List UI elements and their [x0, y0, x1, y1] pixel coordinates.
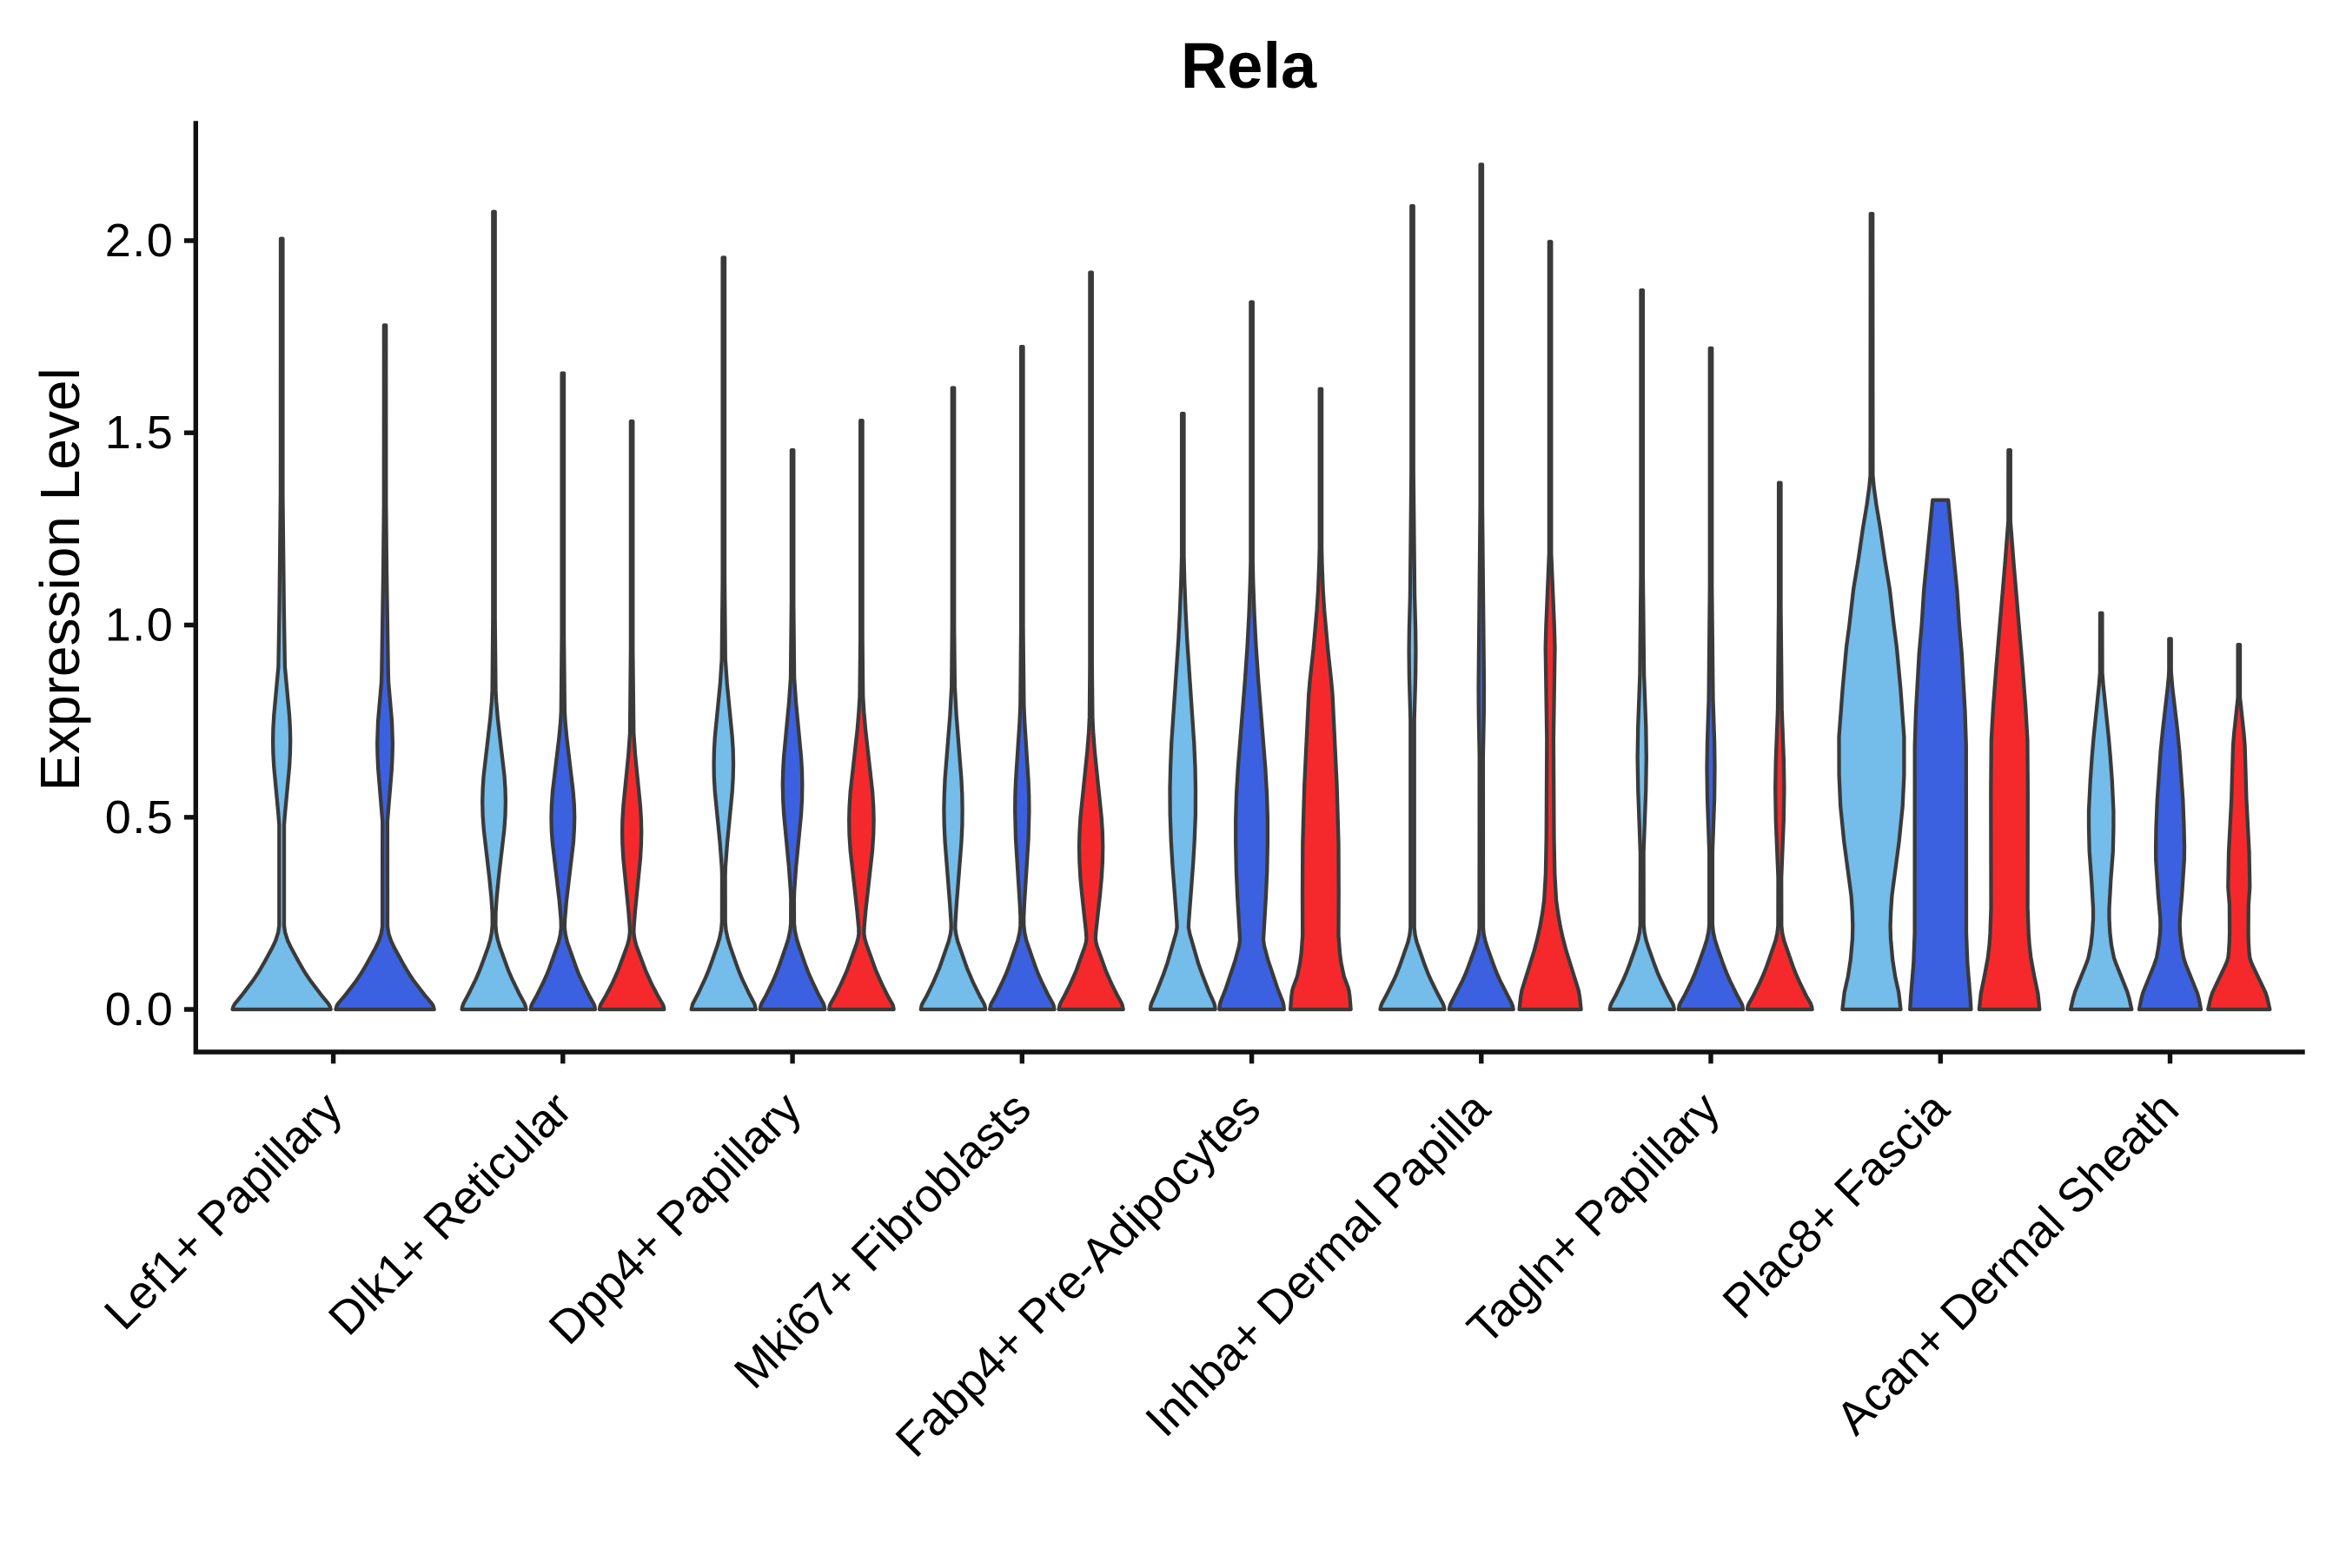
svg-text:2.0: 2.0: [105, 215, 175, 267]
svg-text:1.5: 1.5: [105, 407, 175, 459]
svg-text:0.5: 0.5: [105, 791, 175, 844]
svg-text:0.0: 0.0: [105, 983, 175, 1035]
svg-text:1.0: 1.0: [105, 599, 175, 652]
svg-text:Expression Level: Expression Level: [29, 367, 91, 791]
svg-text:Rela: Rela: [1181, 30, 1317, 102]
